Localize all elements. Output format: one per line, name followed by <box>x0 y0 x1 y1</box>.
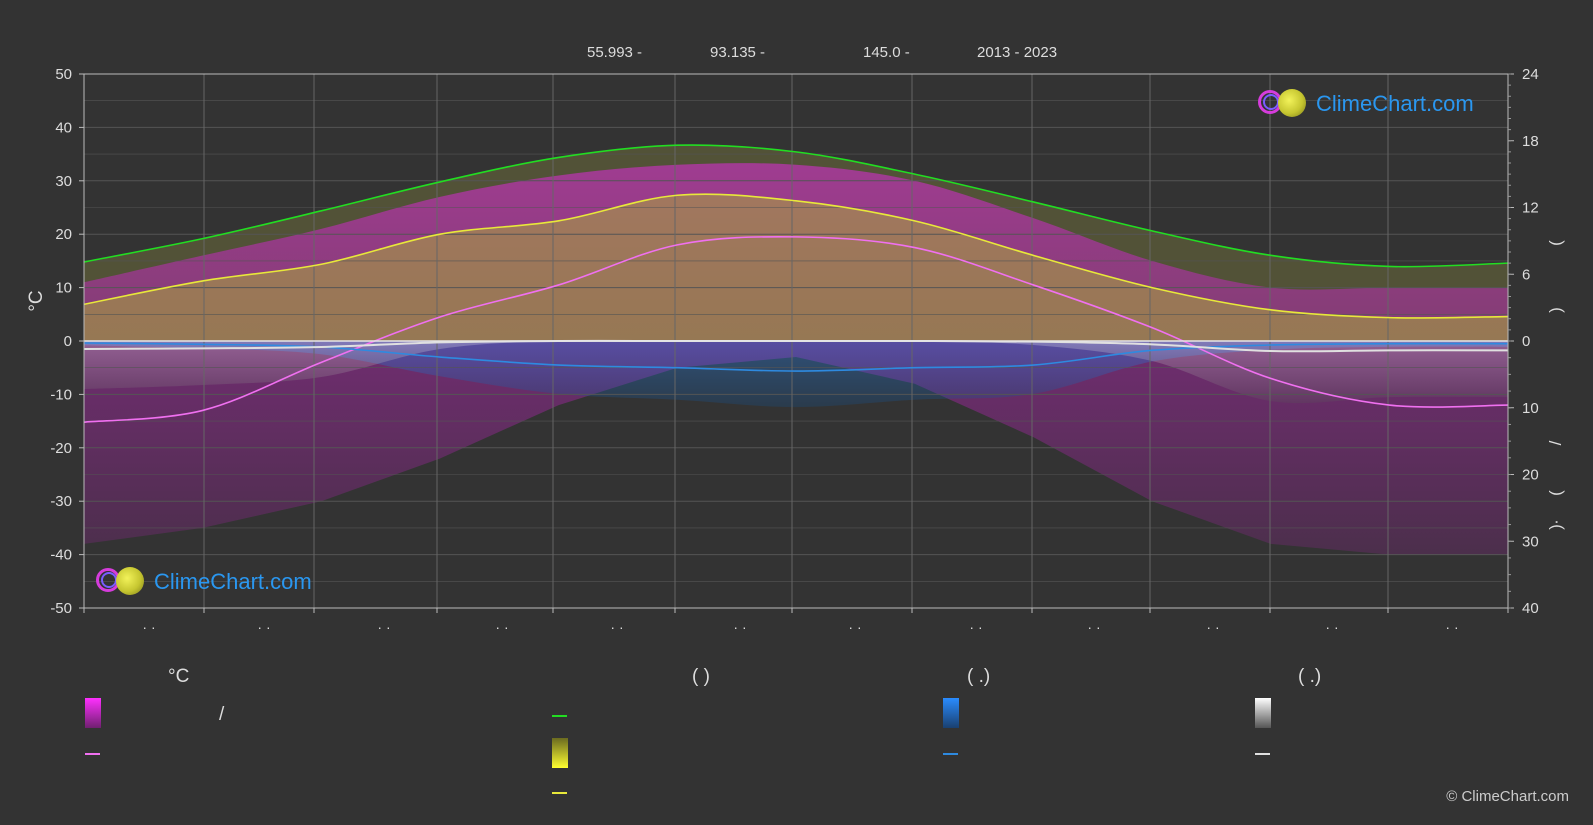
left-tick-label: 50 <box>55 66 72 83</box>
left-tick-label: -10 <box>50 386 72 403</box>
month-label: · · <box>848 619 861 635</box>
month-label: · · <box>1206 619 1219 635</box>
right-bottom-tick-label: 10 <box>1522 400 1539 417</box>
copyright: © ClimeChart.com <box>1446 788 1569 805</box>
logo-text: ClimeChart.com <box>154 569 312 594</box>
legend-mean-temp-swatch <box>85 753 100 755</box>
legend-sun-title: ( ) <box>692 666 710 687</box>
month-label: · · <box>733 619 746 635</box>
right-bottom-tick-label: 30 <box>1522 533 1539 550</box>
legend-daylight-swatch <box>552 715 567 717</box>
left-tick-label: 0 <box>64 333 72 350</box>
legend-temp-title: °C <box>168 666 190 687</box>
month-label: · · <box>257 619 270 635</box>
right-top-tick-label: 18 <box>1522 133 1539 150</box>
climechart-logo-icon <box>1258 89 1310 119</box>
month-label: · · <box>142 619 155 635</box>
legend-sunshine-range-swatch <box>552 738 568 768</box>
header-latitude: 55.993 - <box>587 44 643 61</box>
legend-snow-mean-swatch <box>1255 753 1270 755</box>
right-top-tick-label: 0 <box>1522 333 1530 350</box>
month-label: · · <box>1087 619 1100 635</box>
left-tick-label: -40 <box>50 547 72 564</box>
snow-area <box>84 340 1508 404</box>
header-elevation: 145.0 - <box>863 44 910 61</box>
right-axis-label-part: ( <box>1546 490 1565 496</box>
left-axis-unit: °C <box>26 290 47 311</box>
left-tick-label: 30 <box>55 173 72 190</box>
legend-snow-title: ( .) <box>1298 666 1322 687</box>
legend-sunshine-mean-swatch <box>552 792 567 794</box>
legend-precip-mean-swatch <box>943 753 958 755</box>
month-label: · · <box>1325 619 1338 635</box>
left-tick-label: 20 <box>55 226 72 243</box>
right-axis-label-part: ( <box>1546 240 1565 246</box>
logo-top-right[interactable]: ClimeChart.com <box>1258 89 1474 119</box>
right-axis-label-part: ) <box>1546 307 1565 313</box>
sunshine-area <box>84 194 1508 341</box>
sunshine-line <box>84 193 1508 319</box>
right-bottom-tick-label: 40 <box>1522 600 1539 617</box>
daylight-line <box>84 144 1508 268</box>
climechart-logo-icon <box>96 567 148 597</box>
month-label: · · <box>377 619 390 635</box>
legend-snow-swatch <box>1255 698 1271 728</box>
header-years: 2013 - 2023 <box>977 44 1058 61</box>
logo-text: ClimeChart.com <box>1316 91 1474 116</box>
left-tick-label: -30 <box>50 493 72 510</box>
month-label: · · <box>495 619 508 635</box>
right-axis-label-part: ) <box>1546 524 1565 530</box>
header-longitude: 93.135 - <box>710 44 766 61</box>
right-bottom-tick-label: 20 <box>1522 467 1539 484</box>
month-label: · · <box>1445 619 1458 635</box>
left-tick-label: 40 <box>55 119 72 136</box>
right-top-tick-label: 6 <box>1522 266 1530 283</box>
legend-temp-range-swatch <box>85 698 101 728</box>
month-label: · · <box>969 619 982 635</box>
month-label: · · <box>610 619 623 635</box>
legend-precip-title: ( .) <box>967 666 991 687</box>
legend-precip-swatch <box>943 698 959 728</box>
left-tick-label: -20 <box>50 440 72 457</box>
right-axis-label-part: · <box>1546 519 1565 525</box>
left-tick-label: -50 <box>50 600 72 617</box>
right-axis-label-part: / <box>1546 440 1565 445</box>
right-top-tick-label: 12 <box>1522 200 1539 217</box>
legend-temp-slash: / <box>219 704 225 725</box>
mean-temperature-line <box>84 235 1508 423</box>
right-top-tick-label: 24 <box>1522 66 1539 83</box>
left-tick-label: 10 <box>55 280 72 297</box>
logo-bottom-left[interactable]: ClimeChart.com <box>96 567 312 597</box>
